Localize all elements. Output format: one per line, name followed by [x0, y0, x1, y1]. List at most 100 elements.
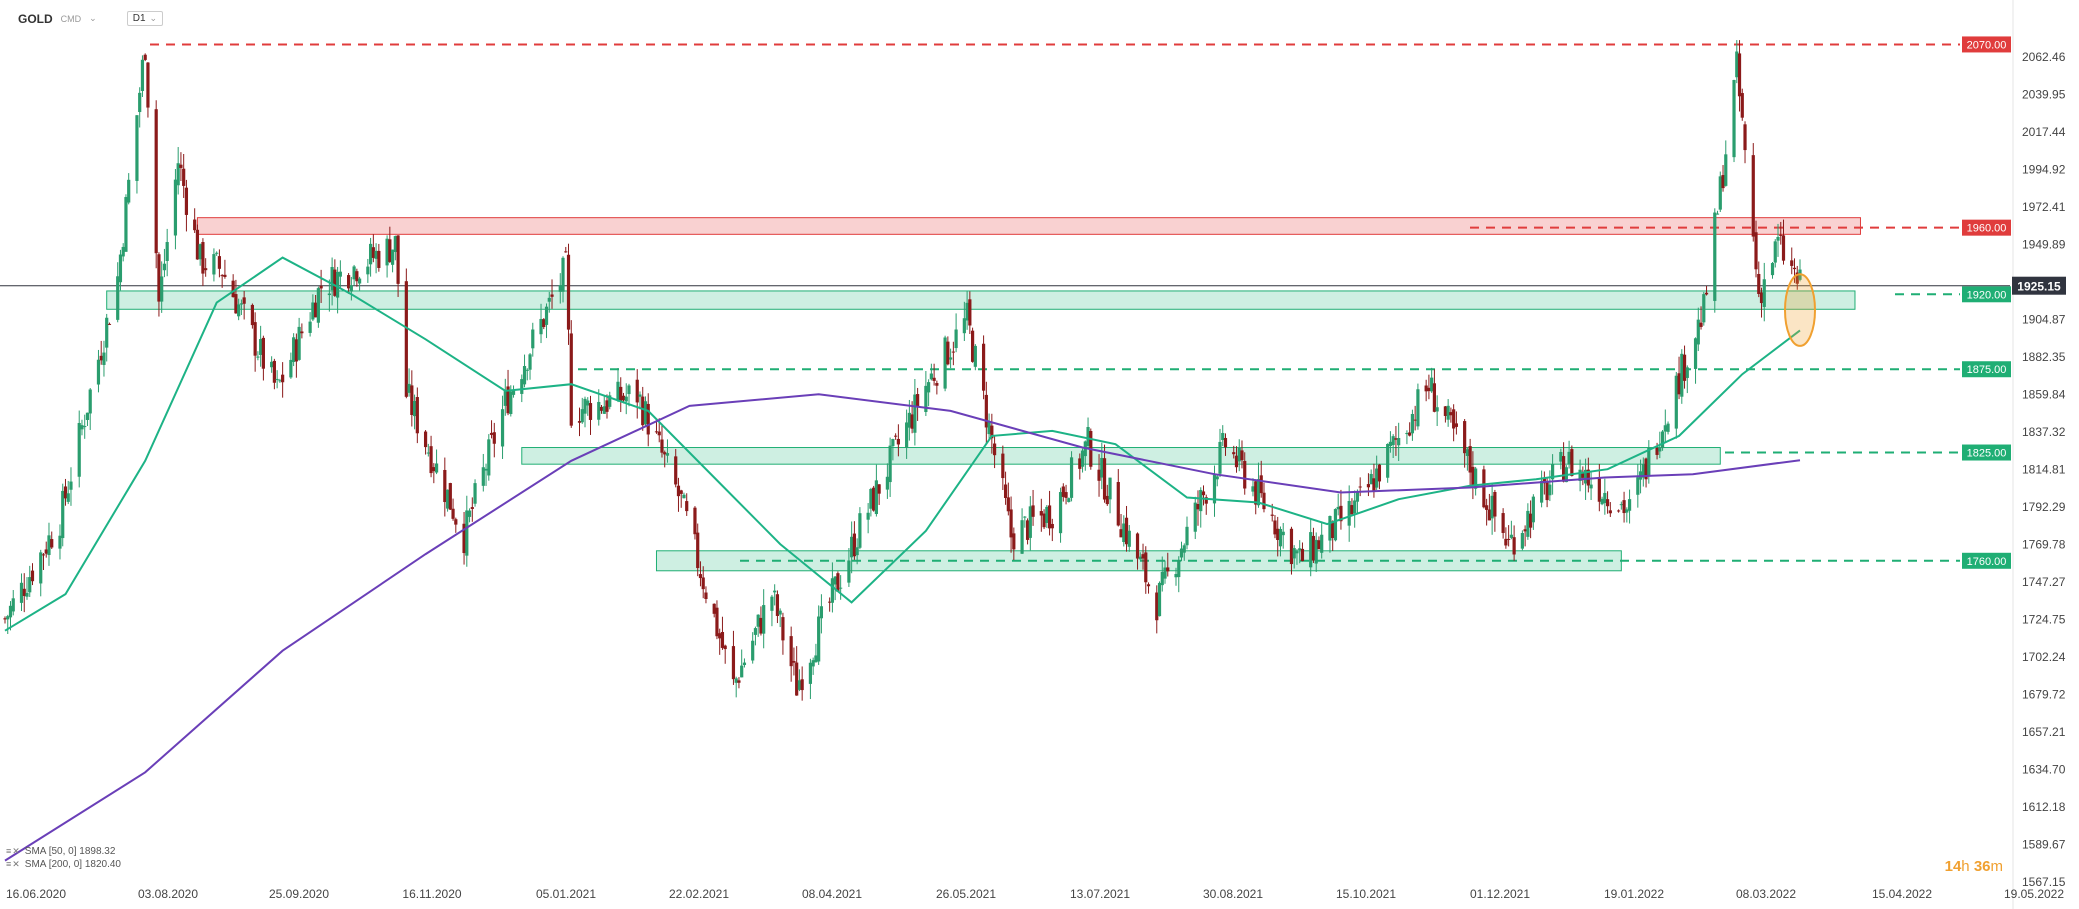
chevron-down-icon[interactable]: ⌄ — [89, 13, 97, 23]
candle-down — [1141, 554, 1145, 559]
candle-up — [847, 560, 851, 583]
candle-up — [1680, 353, 1684, 397]
time-tick-label: 08.03.2022 — [1736, 887, 1796, 901]
price-tick-label: 2017.44 — [2022, 125, 2066, 139]
candle-down — [50, 539, 54, 548]
candle-up — [888, 445, 892, 483]
price-tick-label: 1994.92 — [2022, 162, 2066, 176]
candle-down — [154, 109, 158, 254]
candle-down — [1542, 477, 1546, 484]
sma50-line — [4, 256, 1801, 632]
candle-down — [3, 618, 7, 620]
candle-up — [1583, 469, 1588, 484]
candle-down — [377, 250, 381, 268]
candle-up — [80, 425, 84, 430]
candle-down — [970, 330, 975, 362]
candle-up — [1108, 477, 1112, 500]
candle-up — [1237, 447, 1241, 462]
time-tick-label: 22.02.2021 — [669, 887, 729, 901]
candle-up — [135, 115, 139, 181]
candle-up — [473, 483, 477, 504]
candle-up — [1045, 506, 1049, 523]
candle-down — [1047, 505, 1052, 529]
candle-up — [885, 476, 889, 490]
legend-item-sma50[interactable]: ≡✕ SMA [50, 0] 1898.32 — [6, 846, 115, 857]
candle-up — [127, 179, 131, 203]
candle-up — [1446, 405, 1450, 420]
candle-up — [118, 254, 123, 283]
candle-up — [308, 321, 312, 333]
candle-down — [932, 377, 936, 381]
candle-down — [201, 242, 205, 274]
candle-down — [1759, 292, 1764, 304]
time-tick-label: 15.10.2021 — [1336, 887, 1396, 901]
chevron-down-icon: ⌄ — [149, 13, 158, 23]
candle-up — [797, 680, 802, 690]
candle-down — [470, 507, 474, 509]
candle-up — [1663, 425, 1667, 432]
candle-down — [877, 484, 881, 494]
candle-up — [124, 197, 128, 252]
candle-down — [1050, 523, 1054, 529]
candle-down — [1413, 419, 1417, 421]
legend-label: SMA [200, 0] 1820.40 — [24, 859, 121, 870]
candle-up — [390, 249, 395, 265]
current-price-tag — [2012, 276, 2066, 295]
legend-item-sma200[interactable]: ≡✕ SMA [200, 0] 1820.40 — [6, 859, 121, 870]
candle-down — [1372, 478, 1376, 492]
candle-up — [1702, 294, 1706, 323]
candle-up — [374, 250, 378, 259]
candle-down — [1424, 385, 1428, 392]
candle-up — [1314, 539, 1318, 564]
candle-up — [561, 257, 565, 292]
candle-up — [1218, 441, 1222, 474]
timeframe-selector[interactable]: D1 ⌄ — [126, 11, 164, 26]
settings-close-icon[interactable]: ≡✕ — [6, 859, 21, 869]
chart-header: GOLD CMD ⌄ D1 ⌄ — [18, 11, 164, 26]
candle-up — [434, 463, 439, 473]
candle-down — [1704, 292, 1709, 295]
candle-down — [1529, 513, 1533, 528]
candle-up — [481, 467, 485, 486]
price-tick-label: 1702.24 — [2022, 650, 2066, 664]
candle-down — [981, 343, 986, 391]
candle-down — [1721, 175, 1725, 189]
candle-up — [25, 593, 29, 597]
candle-down — [1042, 513, 1046, 528]
candle-up — [1251, 486, 1255, 492]
candle-down — [300, 331, 304, 334]
candle-down — [1105, 495, 1109, 505]
candle-down — [44, 549, 48, 554]
candle-up — [742, 662, 747, 666]
candle-up — [465, 510, 469, 556]
candle-up — [1724, 154, 1728, 186]
candle-up — [638, 394, 642, 397]
time-tick-label: 03.08.2020 — [138, 887, 198, 901]
candle-down — [1394, 438, 1398, 440]
candle-down — [432, 467, 436, 472]
candle-up — [1086, 427, 1090, 446]
candle-up — [500, 409, 505, 447]
candle-up — [1641, 464, 1645, 478]
candle-up — [47, 535, 51, 556]
candle-up — [8, 605, 13, 618]
candle-down — [679, 490, 683, 494]
candle-down — [935, 383, 939, 386]
candle-down — [910, 414, 914, 429]
candle-up — [1278, 528, 1283, 547]
level-tag-label: 1825.00 — [1967, 448, 2007, 460]
candle-down — [1166, 567, 1170, 572]
candle-up — [176, 163, 180, 186]
candle-up — [1589, 484, 1593, 489]
candle-up — [1625, 509, 1629, 513]
settings-close-icon[interactable]: ≡✕ — [6, 846, 21, 856]
candle-down — [566, 254, 571, 330]
candle-up — [1020, 520, 1024, 554]
candle-up — [1718, 176, 1722, 210]
candle-up — [1336, 506, 1340, 510]
candle-down — [1031, 505, 1035, 517]
candle-up — [511, 389, 516, 395]
candle-down — [1146, 584, 1151, 587]
